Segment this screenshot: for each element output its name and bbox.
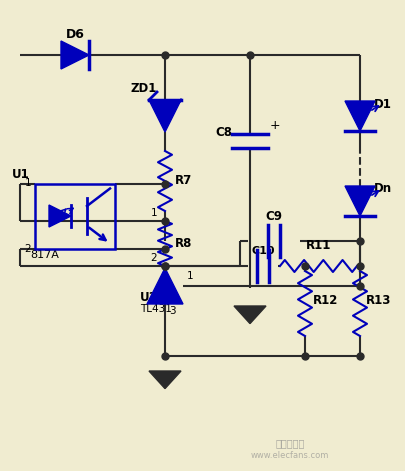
Text: 电子发烧友: 电子发烧友	[275, 438, 305, 448]
Text: C8: C8	[215, 127, 232, 139]
Text: www.elecfans.com: www.elecfans.com	[251, 452, 329, 461]
Text: U3: U3	[140, 291, 158, 304]
Polygon shape	[49, 205, 71, 227]
Text: R7: R7	[175, 174, 192, 187]
Text: Dn: Dn	[374, 182, 392, 195]
Text: 3: 3	[169, 306, 176, 316]
Text: D6: D6	[66, 28, 84, 41]
Text: C10: C10	[251, 246, 275, 256]
Polygon shape	[61, 41, 89, 69]
Text: R11: R11	[306, 239, 331, 252]
Text: 1: 1	[187, 271, 194, 281]
Polygon shape	[149, 100, 181, 132]
Text: ZD1: ZD1	[131, 81, 157, 95]
Polygon shape	[345, 101, 375, 131]
Text: 1: 1	[150, 208, 157, 218]
Text: TL431: TL431	[140, 304, 172, 314]
Polygon shape	[345, 186, 375, 216]
Text: 2: 2	[150, 253, 157, 263]
Polygon shape	[234, 306, 266, 324]
Text: R8: R8	[175, 237, 192, 250]
Polygon shape	[147, 268, 183, 304]
Polygon shape	[149, 371, 181, 389]
Text: 1: 1	[24, 179, 31, 188]
Text: +: +	[270, 119, 281, 132]
Text: U1: U1	[12, 169, 30, 181]
Text: R12: R12	[313, 294, 338, 308]
Text: 2: 2	[24, 244, 31, 253]
Text: D1: D1	[374, 97, 392, 111]
Text: R13: R13	[366, 294, 391, 308]
Text: C9: C9	[266, 210, 283, 223]
Text: 817A: 817A	[30, 251, 59, 260]
Bar	[35, 184, 115, 249]
